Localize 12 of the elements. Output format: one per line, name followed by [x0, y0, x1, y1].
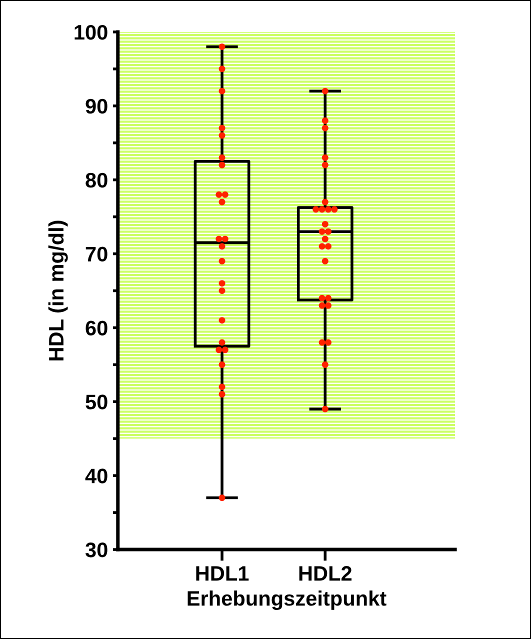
y-tick-label: 80 — [86, 172, 108, 188]
y-tick-label: 50 — [86, 394, 108, 410]
y-tick-label: 90 — [86, 98, 108, 114]
y-tick-label: 40 — [85, 468, 108, 484]
x-tick-label: HDL2 — [299, 566, 352, 581]
y-axis-title: HDL (in mg/dl) — [48, 220, 68, 360]
y-tick-label: 100 — [74, 24, 108, 40]
y-tick-label: 30 — [85, 542, 108, 558]
y-tick-label: 60 — [86, 320, 108, 336]
y-tick-label: 70 — [86, 246, 108, 262]
x-axis-title: Erhebungszeitpunkt — [188, 590, 386, 610]
x-tick-label: HDL1 — [196, 566, 249, 581]
